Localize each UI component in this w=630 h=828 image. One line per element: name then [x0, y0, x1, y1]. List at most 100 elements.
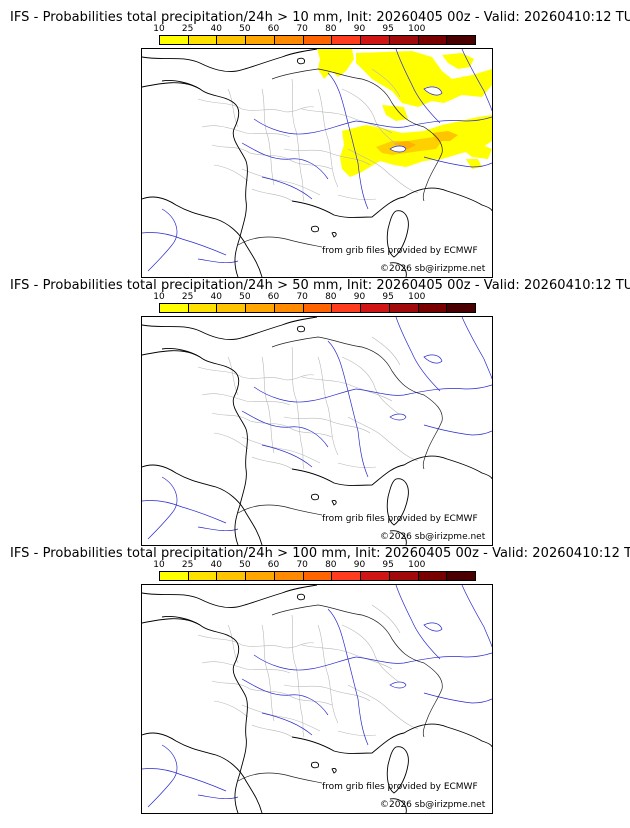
department-border: [301, 108, 393, 134]
island: [297, 593, 305, 601]
map-panel-10mm: IFS - Probabilities total precipitation/…: [0, 10, 630, 278]
colorbar-segment: [389, 304, 419, 312]
coastline: [161, 80, 201, 90]
rivers: [142, 317, 492, 540]
colorbar-tick-label: 40: [210, 24, 222, 34]
colorbar-segment: [418, 304, 448, 312]
colorbar-tick-label: 70: [296, 24, 308, 34]
colorbar-segment: [160, 304, 189, 312]
copyright-credit: ©2026 sb@irizpme.net: [380, 800, 486, 810]
river: [197, 258, 239, 264]
country-border: [271, 604, 443, 738]
country-border: [237, 504, 323, 516]
department-border: [197, 634, 315, 649]
island: [311, 225, 319, 233]
coastline: [291, 723, 492, 754]
river: [327, 608, 369, 746]
department-border: [291, 78, 305, 202]
colorbar-segment: [332, 572, 362, 580]
island: [311, 493, 319, 501]
colorbar-segment: [188, 304, 218, 312]
colorbar-tick-label: 50: [239, 292, 251, 302]
coastline: [142, 732, 263, 813]
panel-title: IFS - Probabilities total precipitation/…: [10, 10, 630, 25]
department-border: [261, 356, 275, 454]
country-borders: [237, 68, 443, 248]
country-border: [271, 336, 443, 470]
department-border: [197, 98, 315, 113]
coastline: [142, 618, 248, 813]
department-border: [317, 624, 339, 724]
colorbar-segment: [274, 304, 304, 312]
colorbar-tick-label: 90: [353, 292, 366, 302]
river: [241, 142, 329, 180]
coastline: [142, 82, 248, 277]
department-border: [301, 644, 393, 670]
colorbar-segment: [389, 572, 419, 580]
department-borders: [197, 336, 419, 470]
department-border: [341, 356, 401, 416]
colorbar-segment: [447, 572, 476, 580]
department-border: [371, 68, 401, 98]
country-border: [237, 772, 323, 784]
colorbar-tick-label: 90: [353, 560, 366, 570]
colorbar-tick-label: 70: [296, 560, 308, 570]
river: [181, 506, 227, 524]
river: [423, 692, 492, 704]
panel-title: IFS - Probabilities total precipitation/…: [10, 278, 630, 293]
coastline: [161, 616, 201, 626]
department-border: [227, 356, 239, 396]
colorbar-tick-label: 70: [296, 292, 308, 302]
department-border: [337, 462, 377, 469]
precipitation-layer: [317, 49, 492, 177]
map-panel-100mm: IFS - Probabilities total precipitation/…: [0, 546, 630, 814]
corsica-coast: [386, 210, 409, 258]
coastlines: [142, 317, 492, 545]
colorbar-tick-label: 25: [181, 560, 194, 570]
colorbar-tick-label: 80: [325, 24, 337, 34]
colorbar-segment: [246, 572, 275, 580]
department-border: [211, 412, 333, 438]
colorbar-segment: [217, 304, 247, 312]
island: [297, 57, 305, 65]
colorbar-tick-label: 95: [382, 292, 394, 302]
department-border: [283, 148, 371, 166]
corsica-coast: [386, 746, 409, 794]
department-border: [317, 88, 339, 188]
colorbar-segment: [447, 304, 476, 312]
sardinia-coast: [389, 530, 407, 545]
river: [261, 712, 313, 736]
colorbar-segment: [188, 572, 218, 580]
river: [261, 176, 313, 200]
river: [355, 652, 492, 664]
colorbar-segment: [447, 36, 476, 44]
colorbar-tick-label: 40: [210, 292, 222, 302]
river: [147, 744, 178, 808]
colorbar-tick-label: 25: [181, 292, 194, 302]
copyright-credit: ©2026 sb@irizpme.net: [380, 532, 486, 542]
source-credit: from grib files provided by ECMWF: [322, 246, 478, 256]
department-border: [261, 88, 275, 186]
colorbar-segment: [361, 36, 390, 44]
department-border: [211, 144, 333, 170]
lake: [423, 622, 443, 632]
france-map: [142, 49, 492, 277]
map-frame: from grib files provided by ECMWF ©2026 …: [141, 584, 493, 814]
island: [331, 500, 337, 506]
department-border: [283, 416, 371, 434]
river: [142, 768, 183, 776]
department-border: [371, 604, 401, 634]
map-frame: from grib files provided by ECMWF ©2026 …: [141, 316, 493, 546]
colorbar-tick-label: 60: [267, 292, 280, 302]
colorbar-tick-label: 100: [408, 292, 426, 302]
river: [147, 476, 178, 540]
colorbar-segment: [274, 36, 304, 44]
map-panel-50mm: IFS - Probabilities total precipitation/…: [0, 278, 630, 546]
river: [355, 384, 492, 396]
river: [181, 774, 227, 792]
river: [461, 585, 492, 648]
river: [395, 585, 441, 660]
river: [327, 72, 369, 210]
france-map: [142, 585, 492, 813]
department-border: [201, 125, 291, 138]
